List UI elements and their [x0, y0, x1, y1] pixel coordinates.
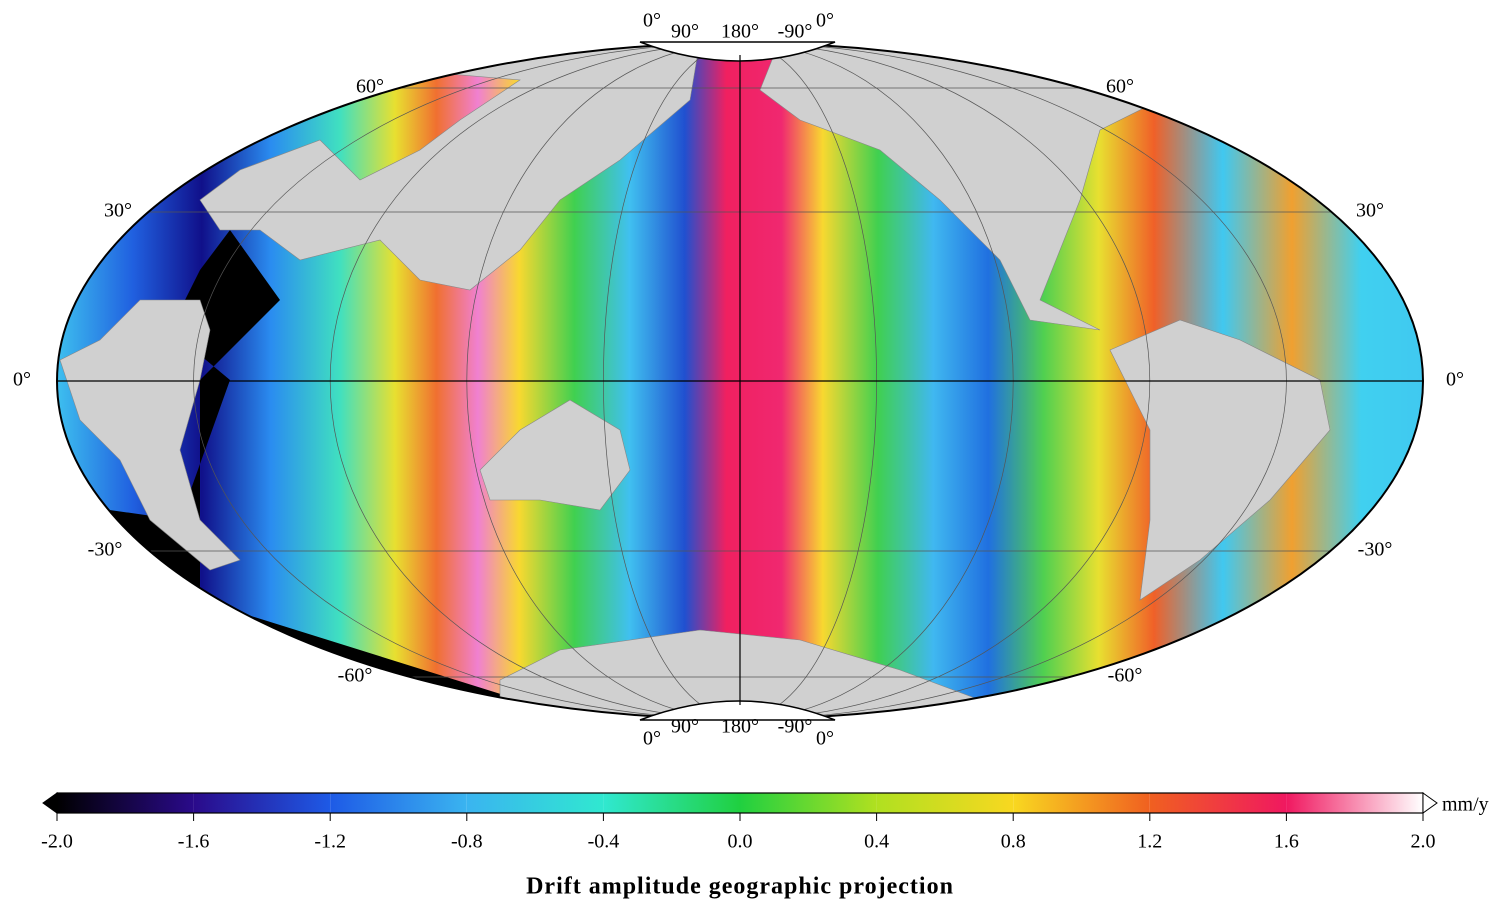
colorbar-segment: [194, 793, 331, 813]
colorbar-tick-label: -1.6: [178, 831, 210, 853]
colorbar-tick-label: -2.0: [41, 831, 73, 853]
lon-label: -90°: [778, 21, 813, 43]
colorbar: -2.0 -1.6 -1.2 -0.8 -0.4 0.0 0.4 0.8 1.2 1.6 2.0: [41, 793, 1437, 853]
colorbar-unit: mm/y: [1442, 794, 1489, 816]
lat-label: 0°: [1446, 369, 1464, 391]
colorbar-tick-label: 0.8: [1001, 831, 1026, 853]
colorbar-segment: [57, 793, 194, 813]
colorbar-arrow-low: [43, 793, 57, 813]
colorbar-tick-label: -1.2: [314, 831, 346, 853]
lat-label: 30°: [104, 200, 132, 222]
lat-label: -30°: [88, 539, 123, 561]
lat-label: 0°: [13, 369, 31, 391]
lat-label: 60°: [356, 76, 384, 98]
colorbar-tick-label: 2.0: [1411, 831, 1436, 853]
colorbar-segment: [877, 793, 1014, 813]
colorbar-segment: [1150, 793, 1287, 813]
colorbar-tick-label: 1.6: [1274, 831, 1299, 853]
lat-label: 60°: [1106, 76, 1134, 98]
colorbar-segment: [467, 793, 604, 813]
lat-label: -60°: [1108, 665, 1143, 687]
colorbar-segment: [740, 793, 877, 813]
colorbar-segment: [1013, 793, 1150, 813]
lat-label: 30°: [1356, 200, 1384, 222]
colorbar-tick-label: -0.8: [451, 831, 483, 853]
lon-label: 0°: [816, 10, 834, 32]
colorbar-tick-label: 0.4: [864, 831, 889, 853]
colorbar-arrow-high: [1423, 793, 1437, 813]
lat-label: -30°: [1358, 539, 1393, 561]
map: [40, 40, 1430, 730]
lon-label: 180°: [721, 716, 759, 738]
colorbar-segment: [330, 793, 467, 813]
colorbar-segment: [603, 793, 740, 813]
colorbar-tick-label: -0.4: [588, 831, 620, 853]
colorbar-segment: [1286, 793, 1423, 813]
colorbar-tick-label: 0.0: [728, 831, 753, 853]
lat-label: -60°: [338, 665, 373, 687]
colorbar-title: Drift amplitude geographic projection: [526, 874, 954, 900]
lon-label: -90°: [778, 716, 813, 738]
colorbar-tick-label: 1.2: [1137, 831, 1162, 853]
figure: 60° 60° 30° 30° 0° 0° -30° -30° -60° -60° 0° 0° 90° 9…: [0, 0, 1511, 905]
lon-label: 90°: [671, 21, 699, 43]
lon-label: 180°: [721, 21, 759, 43]
lon-label: 0°: [816, 728, 834, 750]
lon-label: 0°: [643, 10, 661, 32]
lon-label: 0°: [643, 728, 661, 750]
lon-label: 90°: [671, 716, 699, 738]
